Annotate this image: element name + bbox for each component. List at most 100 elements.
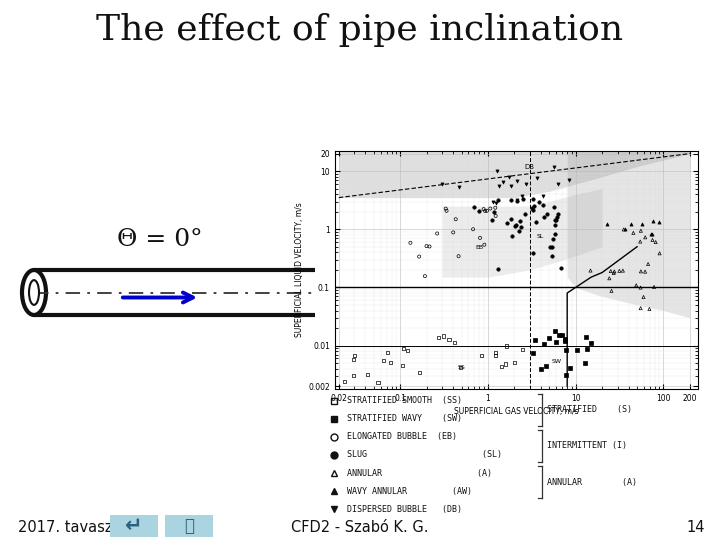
Point (560, 371, 572, 380)
Point (635, 304, 647, 313)
Point (636, 219, 647, 228)
Point (473, 207, 485, 215)
Text: ↵: ↵ (125, 516, 143, 536)
Point (550, 338, 562, 346)
Point (546, 243, 558, 252)
Point (581, 345, 593, 354)
Point (372, 379, 384, 387)
Point (553, 330, 564, 339)
Point (419, 272, 431, 280)
Point (601, 219, 613, 228)
Point (382, 348, 393, 356)
Point (490, 204, 501, 212)
Point (492, 195, 503, 204)
Point (501, 342, 513, 350)
Point (397, 362, 409, 370)
Point (467, 225, 479, 234)
Point (431, 229, 443, 238)
Text: DB: DB (525, 164, 535, 170)
Point (549, 203, 560, 212)
Point (544, 243, 556, 252)
Point (639, 233, 651, 241)
Point (563, 176, 575, 185)
Point (514, 217, 526, 225)
Text: 14: 14 (686, 521, 705, 536)
Text: The effect of pipe inclination: The effect of pipe inclination (96, 13, 624, 47)
Point (506, 232, 518, 241)
Point (537, 200, 549, 209)
Text: ANNULAR                   (A): ANNULAR (A) (347, 469, 492, 477)
Point (490, 212, 501, 220)
Point (635, 226, 647, 235)
Point (480, 207, 491, 215)
Point (579, 359, 590, 367)
Point (348, 356, 359, 364)
Point (495, 362, 507, 371)
Bar (165, 515, 213, 537)
Point (585, 339, 597, 347)
Point (549, 220, 560, 229)
Point (527, 249, 539, 258)
Point (505, 215, 517, 224)
Text: STRATIFIED    (S): STRATIFIED (S) (547, 406, 632, 414)
Point (628, 228, 639, 237)
Point (639, 267, 651, 276)
Point (608, 267, 620, 276)
Point (539, 213, 550, 222)
Point (516, 192, 528, 201)
Point (436, 180, 448, 188)
Point (564, 364, 575, 373)
Text: ANNULAR        (A): ANNULAR (A) (547, 477, 637, 487)
Point (559, 337, 571, 346)
Point (635, 267, 647, 276)
Text: STRATIFIED WAVY    (SW): STRATIFIED WAVY (SW) (347, 414, 462, 423)
Point (648, 282, 660, 291)
Point (485, 204, 496, 213)
Point (511, 195, 523, 204)
Point (487, 215, 498, 224)
Point (454, 363, 466, 372)
Point (529, 336, 541, 345)
Point (526, 203, 538, 212)
Point (646, 230, 657, 238)
Point (549, 163, 560, 172)
Point (453, 182, 464, 191)
Point (646, 230, 657, 238)
Point (441, 206, 452, 215)
Text: WAVY ANNULAR         (AW): WAVY ANNULAR (AW) (347, 487, 472, 496)
Point (539, 340, 550, 349)
Ellipse shape (22, 270, 46, 315)
Point (491, 199, 503, 208)
Point (424, 242, 436, 251)
Point (647, 235, 658, 244)
Point (572, 345, 583, 354)
Point (557, 330, 568, 339)
Point (449, 338, 461, 347)
Point (492, 265, 503, 273)
Point (619, 224, 631, 233)
Point (348, 372, 359, 380)
Point (653, 218, 665, 227)
Point (517, 195, 528, 204)
Point (543, 334, 554, 342)
Point (479, 240, 490, 249)
Point (513, 226, 525, 235)
Point (642, 260, 654, 268)
Point (549, 326, 560, 335)
Point (515, 222, 526, 231)
Text: CFD2 - Szabó K. G.: CFD2 - Szabó K. G. (292, 521, 428, 536)
Point (397, 344, 409, 353)
Text: SLUG                       (SL): SLUG (SL) (347, 450, 503, 460)
Point (535, 365, 546, 374)
Point (556, 264, 567, 272)
Text: SS: SS (458, 364, 465, 370)
Point (440, 204, 451, 213)
Text: SL: SL (537, 234, 544, 239)
Point (654, 249, 665, 258)
Ellipse shape (29, 280, 39, 305)
Point (453, 252, 464, 260)
Text: STRATIFIED SMOOTH  (SS): STRATIFIED SMOOTH (SS) (347, 396, 462, 406)
Point (474, 234, 486, 242)
Text: DISPERSED BUBBLE   (DB): DISPERSED BUBBLE (DB) (347, 505, 462, 514)
Point (509, 221, 521, 230)
